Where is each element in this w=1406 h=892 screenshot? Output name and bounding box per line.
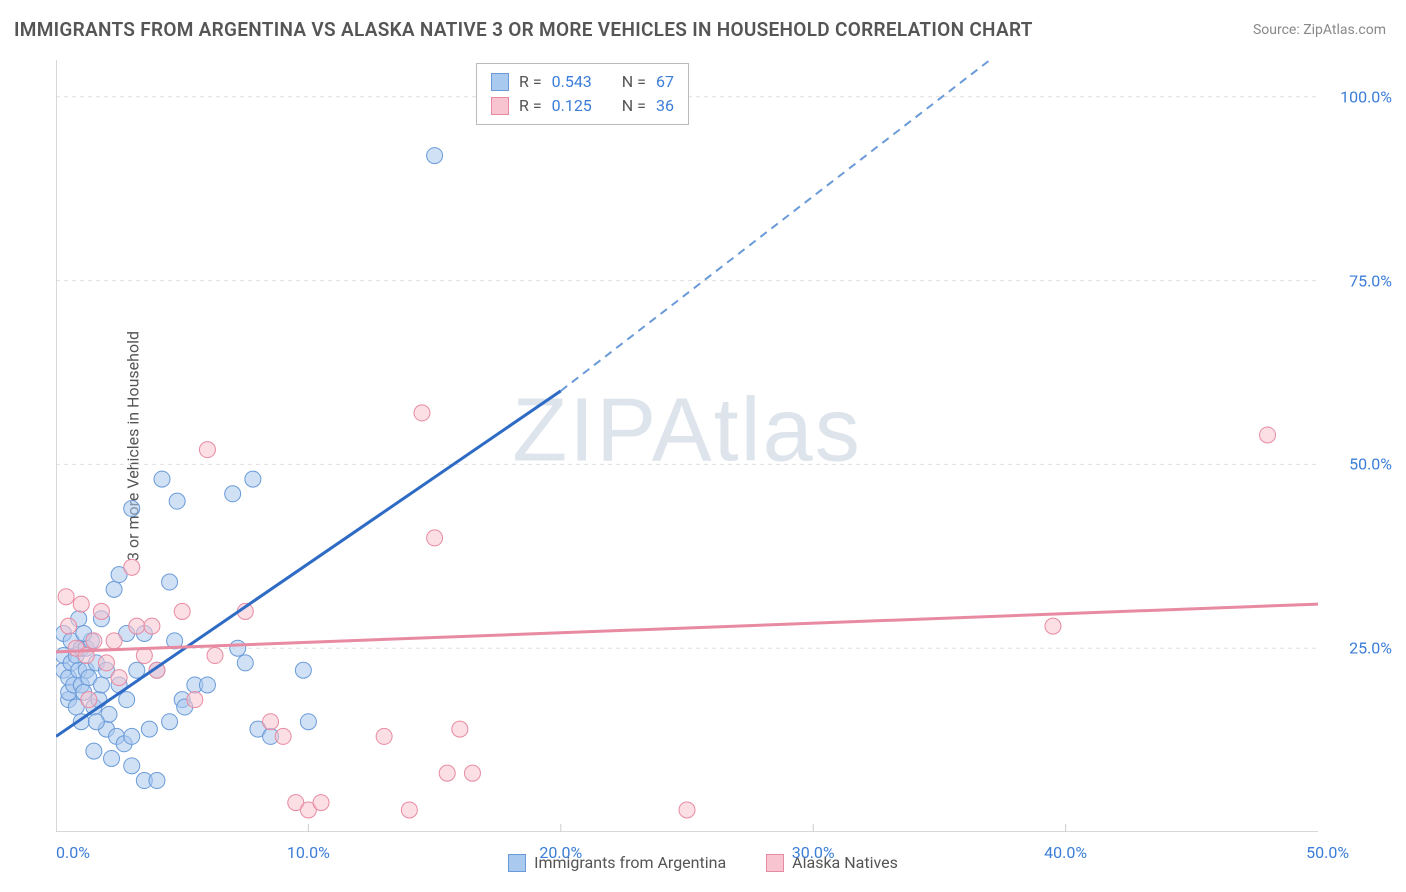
stats-box: R = 0.543 N = 67 R = 0.125 N = 36 bbox=[476, 63, 689, 125]
chart-svg bbox=[56, 60, 1318, 832]
y-tick-label: 75.0% bbox=[1349, 271, 1392, 290]
x-tick-label: 20.0% bbox=[539, 843, 582, 862]
stats-row: R = 0.543 N = 67 bbox=[491, 70, 674, 94]
stats-row: R = 0.125 N = 36 bbox=[491, 94, 674, 118]
chart-area: ZIPAtlas R = 0.543 N = 67 R = 0.125 N = … bbox=[56, 60, 1318, 832]
stats-n-value: 67 bbox=[656, 70, 674, 94]
chart-title: IMMIGRANTS FROM ARGENTINA VS ALASKA NATI… bbox=[14, 18, 1033, 41]
x-tick-label: 40.0% bbox=[1044, 843, 1087, 862]
x-tick-label: 50.0% bbox=[1306, 843, 1349, 862]
stats-r-label: R = bbox=[519, 94, 542, 118]
x-tick-label: 0.0% bbox=[56, 843, 90, 862]
x-tick-label: 30.0% bbox=[792, 843, 835, 862]
stats-n-label: N = bbox=[622, 94, 646, 118]
bottom-legend: Immigrants from Argentina Alaska Natives bbox=[0, 853, 1406, 872]
stats-r-value: 0.543 bbox=[552, 70, 592, 94]
stats-swatch bbox=[491, 73, 509, 91]
stats-n-value: 36 bbox=[656, 94, 674, 118]
source-attribution: Source: ZipAtlas.com bbox=[1253, 22, 1386, 38]
y-tick-label: 100.0% bbox=[1340, 87, 1392, 106]
stats-n-label: N = bbox=[622, 70, 646, 94]
y-tick-label: 25.0% bbox=[1349, 639, 1392, 658]
legend-swatch bbox=[508, 854, 526, 872]
legend-swatch bbox=[766, 854, 784, 872]
x-tick-label: 10.0% bbox=[287, 843, 330, 862]
y-tick-label: 50.0% bbox=[1349, 455, 1392, 474]
stats-r-value: 0.125 bbox=[552, 94, 592, 118]
stats-r-label: R = bbox=[519, 70, 542, 94]
stats-swatch bbox=[491, 97, 509, 115]
